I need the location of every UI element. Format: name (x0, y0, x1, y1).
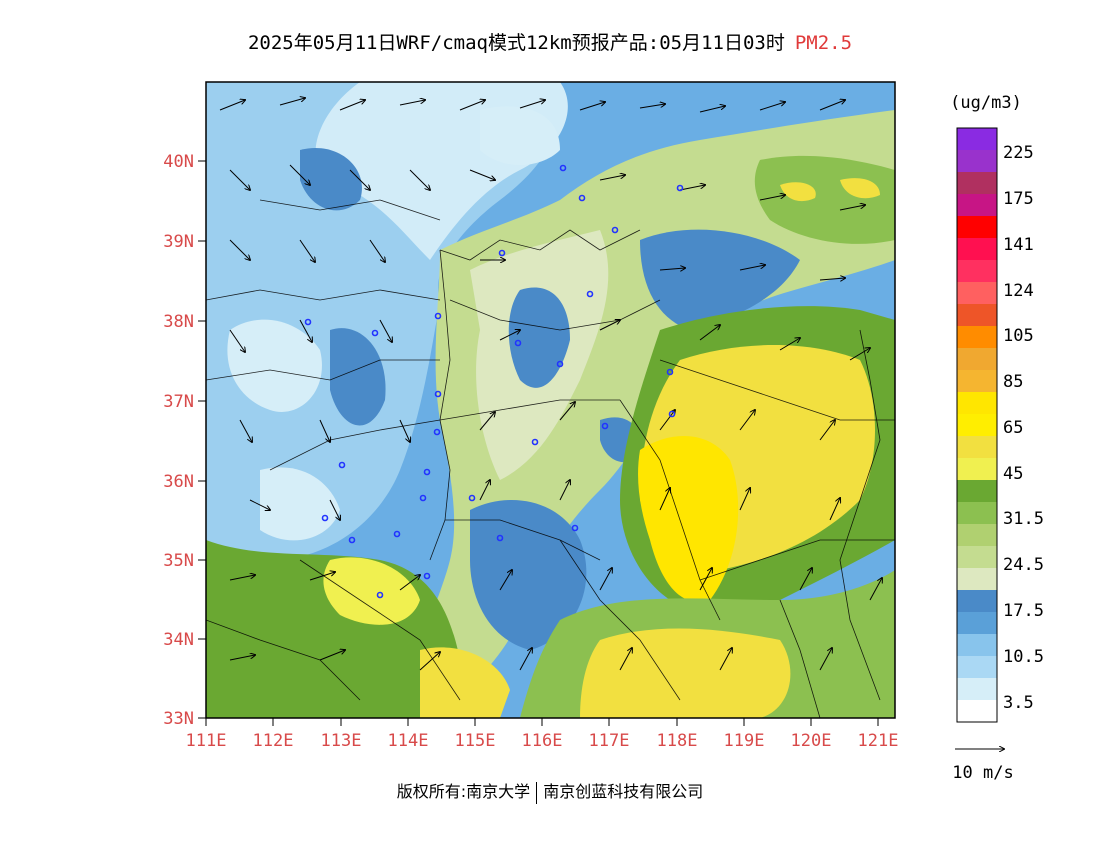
copyright: 版权所有:南京大学 南京创蓝科技有限公司 (0, 778, 1100, 804)
colorbar-swatch (957, 436, 997, 459)
colorbar-swatch (957, 194, 997, 217)
colorbar-level-141: 141 (1003, 235, 1034, 255)
colorbar-swatch (957, 634, 997, 657)
colorbar-swatch (957, 326, 997, 349)
colorbar-unit: (ug/m3) (950, 93, 1022, 113)
colorbar-swatch (957, 348, 997, 371)
copyright-left: 版权所有:南京大学 (396, 782, 531, 801)
colorbar-level-105: 105 (1003, 326, 1034, 346)
lon-label-120: 120E (791, 731, 832, 751)
colorbar-level-17_5: 17.5 (1003, 601, 1044, 621)
lon-label-114: 114E (388, 731, 429, 751)
colorbar-level-24_5: 24.5 (1003, 555, 1044, 575)
colorbar-swatch (957, 282, 997, 305)
lon-label-117: 117E (589, 731, 630, 751)
colorbar-level-3_5: 3.5 (1003, 693, 1034, 713)
colorbar (957, 128, 997, 723)
colorbar-swatch (957, 612, 997, 635)
colorbar-swatch (957, 216, 997, 239)
colorbar-swatch (957, 524, 997, 547)
colorbar-level-31_5: 31.5 (1003, 509, 1044, 529)
colorbar-swatch (957, 414, 997, 437)
wind-reference-label: 10 m/s (952, 763, 1013, 783)
lon-label-113: 113E (321, 731, 362, 751)
lat-label-40: 40N (163, 152, 194, 172)
colorbar-swatch (957, 458, 997, 481)
lat-label-36: 36N (163, 472, 194, 492)
lon-label-112: 112E (253, 731, 294, 751)
colorbar-level-124: 124 (1003, 281, 1034, 301)
colorbar-swatch (957, 590, 997, 613)
colorbar-frame (956, 127, 998, 723)
colorbar-level-10_5: 10.5 (1003, 647, 1044, 667)
colorbar-swatch (957, 568, 997, 591)
colorbar-swatch (957, 546, 997, 569)
lon-label-118: 118E (657, 731, 698, 751)
colorbar-swatch (957, 172, 997, 195)
colorbar-swatch (957, 370, 997, 393)
title-variable: PM2.5 (794, 32, 853, 54)
colorbar-swatch (957, 480, 997, 503)
lon-label-119: 119E (724, 731, 765, 751)
colorbar-swatch (957, 128, 997, 151)
colorbar-swatch (957, 150, 997, 173)
colorbar-swatch (957, 656, 997, 679)
map-frame (205, 81, 896, 719)
copyright-right: 南京创蓝科技有限公司 (543, 782, 704, 801)
colorbar-level-65: 65 (1003, 418, 1023, 438)
colorbar-level-85: 85 (1003, 372, 1023, 392)
concentration-field (206, 82, 895, 718)
colorbar-level-45: 45 (1003, 464, 1023, 484)
lon-label-121: 121E (858, 731, 899, 751)
colorbar-swatch (957, 304, 997, 327)
lon-label-111: 111E (186, 731, 227, 751)
colorbar-level-225: 225 (1003, 143, 1034, 163)
chart-title: 2025年05月11日WRF/cmaq模式12km预报产品:05月11日03时 P… (0, 28, 1100, 55)
lat-label-33: 33N (163, 709, 194, 729)
lat-label-37: 37N (163, 392, 194, 412)
title-main: 2025年05月11日WRF/cmaq模式12km预报产品:05月11日03时 (247, 32, 785, 54)
lon-label-116: 116E (522, 731, 563, 751)
colorbar-swatch (957, 678, 997, 701)
lat-label-35: 35N (163, 551, 194, 571)
colorbar-level-175: 175 (1003, 189, 1034, 209)
lon-label-115: 115E (455, 731, 496, 751)
colorbar-swatch (957, 238, 997, 261)
colorbar-swatch (957, 700, 997, 723)
colorbar-swatch (957, 392, 997, 415)
lat-label-34: 34N (163, 630, 194, 650)
copyright-separator (536, 781, 538, 804)
colorbar-swatch (957, 260, 997, 283)
colorbar-swatch (957, 502, 997, 525)
lat-label-38: 38N (163, 312, 194, 332)
lat-label-39: 39N (163, 232, 194, 252)
